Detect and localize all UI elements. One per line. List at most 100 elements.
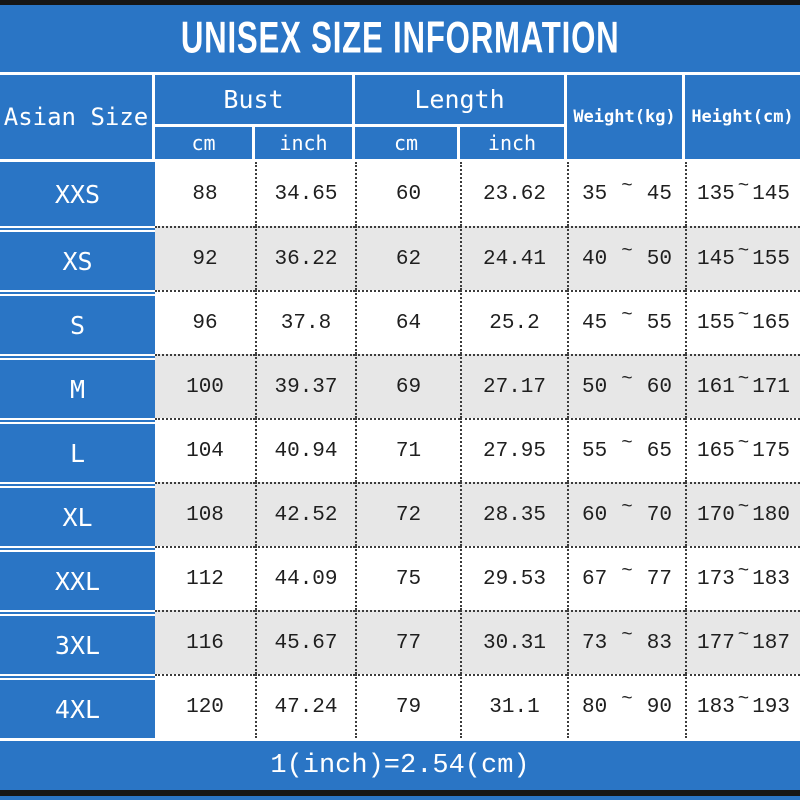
table-row: XXL 112 44.09 75 29.53 67 ~77 173 ~183 — [0, 546, 800, 610]
table-body: XXS 88 34.65 60 23.62 35 ~45 135 ~145 XS 9… — [0, 162, 800, 738]
tilde-glyph: ~ — [621, 624, 633, 646]
length-inch-value: 30.31 — [460, 610, 567, 674]
divider — [0, 72, 800, 75]
size-label: L — [0, 418, 155, 482]
length-inch-value: 27.95 — [460, 418, 567, 482]
size-label: XXL — [0, 546, 155, 610]
height-range: 145 ~155 — [685, 226, 800, 290]
length-cm-value: 64 — [355, 290, 460, 354]
weight-range: 80 ~90 — [567, 674, 685, 738]
weight-range: 50 ~60 — [567, 354, 685, 418]
height-min: 161 — [697, 375, 735, 399]
tilde-glyph: ~ — [737, 624, 750, 646]
height-max: 187 — [752, 631, 790, 655]
tilde-glyph: ~ — [621, 496, 633, 518]
weight-range: 60 ~70 — [567, 482, 685, 546]
length-cm-value: 77 — [355, 610, 460, 674]
header-bust-inch: inch — [255, 127, 355, 159]
tilde-glyph: ~ — [737, 432, 750, 454]
bust-inch-value: 37.8 — [255, 290, 355, 354]
weight-max: 60 — [646, 375, 672, 399]
table-row: XL 108 42.52 72 28.35 60 ~70 170 ~180 — [0, 482, 800, 546]
bust-cm-value: 88 — [155, 162, 255, 226]
weight-range: 55 ~65 — [567, 418, 685, 482]
weight-max: 65 — [646, 439, 672, 463]
height-range: 170 ~180 — [685, 482, 800, 546]
tilde-glyph: ~ — [737, 304, 750, 326]
weight-min: 67 — [582, 567, 608, 591]
bust-cm-value: 120 — [155, 674, 255, 738]
bust-inch-value: 34.65 — [255, 162, 355, 226]
bust-cm-value: 104 — [155, 418, 255, 482]
weight-min: 73 — [582, 631, 608, 655]
bust-inch-value: 39.37 — [255, 354, 355, 418]
height-min: 135 — [697, 182, 735, 206]
header-height: Height(cm) — [691, 107, 794, 127]
weight-max: 50 — [646, 247, 672, 271]
length-inch-value: 27.17 — [460, 354, 567, 418]
length-inch-value: 28.35 — [460, 482, 567, 546]
table-row: M 100 39.37 69 27.17 50 ~60 161 ~171 — [0, 354, 800, 418]
bust-cm-value: 112 — [155, 546, 255, 610]
tilde-glyph: ~ — [621, 304, 633, 326]
weight-min: 60 — [582, 503, 608, 527]
tilde-glyph: ~ — [621, 240, 633, 262]
divider — [0, 159, 800, 162]
bust-inch-value: 47.24 — [255, 674, 355, 738]
weight-min: 50 — [582, 375, 608, 399]
height-min: 177 — [697, 631, 735, 655]
weight-min: 35 — [582, 182, 608, 206]
table-row: 4XL 120 47.24 79 31.1 80 ~90 183 ~193 — [0, 674, 800, 738]
weight-min: 40 — [582, 247, 608, 271]
length-inch-value: 23.62 — [460, 162, 567, 226]
height-max: 180 — [752, 503, 790, 527]
weight-range: 35 ~45 — [567, 162, 685, 226]
title-bar: UNISEX SIZE INFORMATION — [0, 5, 800, 72]
bust-cm-value: 92 — [155, 226, 255, 290]
length-inch-value: 24.41 — [460, 226, 567, 290]
page-title: UNISEX SIZE INFORMATION — [180, 13, 620, 63]
height-min: 170 — [697, 503, 735, 527]
length-cm-value: 62 — [355, 226, 460, 290]
bust-cm-value: 100 — [155, 354, 255, 418]
weight-max: 77 — [646, 567, 672, 591]
bust-cm-value: 108 — [155, 482, 255, 546]
length-inch-value: 25.2 — [460, 290, 567, 354]
height-min: 165 — [697, 439, 735, 463]
tilde-glyph: ~ — [737, 175, 750, 197]
height-range: 173 ~183 — [685, 546, 800, 610]
length-inch-value: 31.1 — [460, 674, 567, 738]
header-bust: Bust — [155, 75, 355, 127]
bottom-border — [0, 790, 800, 796]
header-asian-size: Asian Size — [0, 75, 155, 159]
weight-max: 45 — [646, 182, 672, 206]
size-label: 4XL — [0, 674, 155, 738]
weight-range: 73 ~83 — [567, 610, 685, 674]
height-max: 175 — [752, 439, 790, 463]
header-length-cm: cm — [355, 127, 460, 159]
height-max: 171 — [752, 375, 790, 399]
table-row: L 104 40.94 71 27.95 55 ~65 165 ~175 — [0, 418, 800, 482]
table-row: XXS 88 34.65 60 23.62 35 ~45 135 ~145 — [0, 162, 800, 226]
header-bust-cm: cm — [155, 127, 255, 159]
bust-inch-value: 36.22 — [255, 226, 355, 290]
bust-inch-value: 44.09 — [255, 546, 355, 610]
length-cm-value: 79 — [355, 674, 460, 738]
height-range: 177 ~187 — [685, 610, 800, 674]
top-border — [0, 0, 800, 5]
tilde-glyph: ~ — [621, 560, 633, 582]
table-row: 3XL 116 45.67 77 30.31 73 ~83 177 ~187 — [0, 610, 800, 674]
weight-min: 45 — [582, 311, 608, 335]
length-inch-value: 29.53 — [460, 546, 567, 610]
length-cm-value: 75 — [355, 546, 460, 610]
size-label: XXS — [0, 162, 155, 226]
bust-cm-value: 96 — [155, 290, 255, 354]
divider — [0, 738, 800, 741]
size-label: S — [0, 290, 155, 354]
length-cm-value: 71 — [355, 418, 460, 482]
tilde-glyph: ~ — [737, 368, 750, 390]
tilde-glyph: ~ — [621, 688, 633, 710]
bust-cm-value: 116 — [155, 610, 255, 674]
bust-inch-value: 42.52 — [255, 482, 355, 546]
